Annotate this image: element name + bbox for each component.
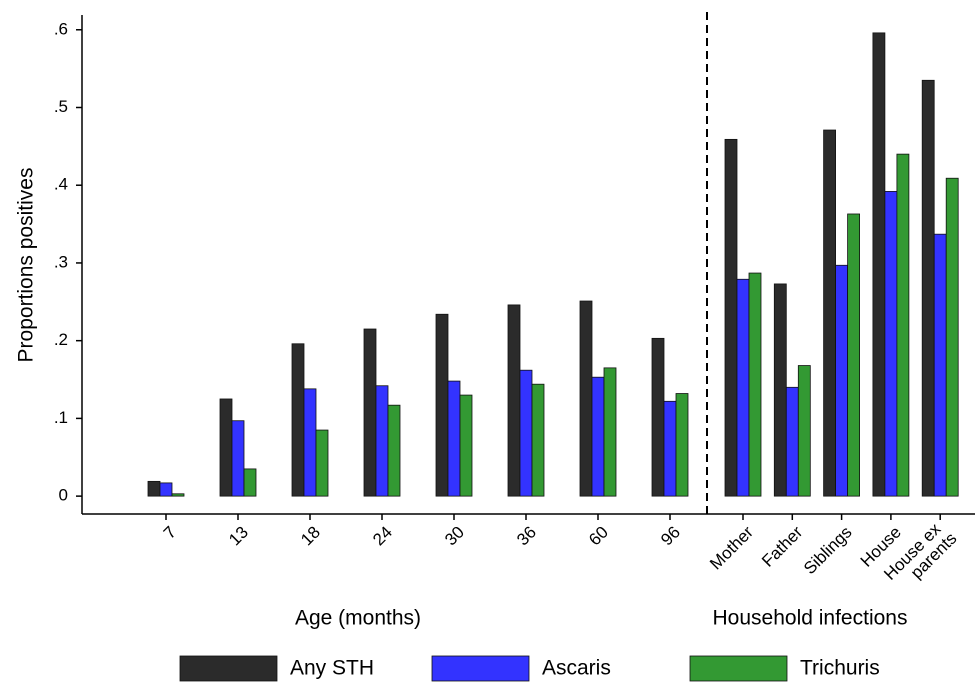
- bar: [651, 337, 665, 497]
- y-tick-label: .1: [54, 408, 68, 427]
- bar: [945, 177, 959, 497]
- bar: [823, 129, 836, 497]
- y-axis-title: Proportions positives: [15, 168, 38, 363]
- bar: [872, 32, 886, 497]
- bar: [835, 264, 848, 497]
- bar: [303, 388, 317, 497]
- x-tick-label: Mother: [706, 522, 757, 573]
- bar: [363, 328, 377, 497]
- bar: [459, 394, 473, 497]
- y-tick-label: .3: [54, 252, 68, 271]
- x-tick-label: Siblings: [800, 523, 856, 579]
- bar: [896, 153, 910, 497]
- bar: [933, 233, 947, 497]
- legend-swatch: [689, 655, 788, 682]
- bar: [231, 420, 245, 497]
- bar: [591, 376, 605, 497]
- bar: [675, 393, 689, 497]
- legend-swatch: [431, 655, 530, 682]
- x-tick-label: 36: [513, 523, 540, 550]
- bar: [884, 191, 898, 497]
- x-tick-label: 24: [369, 523, 396, 550]
- bar: [219, 398, 233, 497]
- bar: [291, 343, 305, 497]
- bar: [447, 380, 461, 497]
- bar: [243, 468, 257, 497]
- y-tick-label: .4: [54, 175, 68, 194]
- bar: [375, 385, 389, 497]
- bar: [663, 400, 677, 497]
- bar: [736, 278, 750, 497]
- bar: [507, 304, 521, 497]
- bar: [147, 480, 161, 497]
- bar: [435, 313, 449, 497]
- y-tick-label: .6: [54, 19, 68, 38]
- bar: [531, 383, 545, 497]
- y-tick-label: .5: [54, 97, 68, 116]
- bar: [171, 493, 185, 497]
- bar: [315, 429, 329, 497]
- group-label: Household infections: [713, 607, 908, 630]
- x-tick-label: Father: [758, 522, 806, 570]
- x-tick-label: 96: [657, 523, 684, 550]
- y-tick-label: 0: [59, 486, 68, 505]
- bar: [921, 79, 935, 497]
- x-tick-label: 60: [585, 523, 612, 550]
- bar: [387, 404, 401, 497]
- x-tick-label: 18: [297, 523, 324, 550]
- x-tick-label: 13: [225, 523, 252, 550]
- legend-swatch: [179, 655, 278, 682]
- bar: [748, 272, 762, 497]
- x-tick-label: 30: [441, 523, 468, 550]
- bar: [519, 369, 533, 497]
- bar: [785, 386, 799, 497]
- bar: [724, 138, 738, 497]
- y-tick-label: .2: [54, 330, 68, 349]
- bar: [847, 213, 860, 497]
- bar: [797, 365, 811, 497]
- legend-label: Any STH: [290, 657, 374, 680]
- bar: [579, 300, 593, 497]
- bar: [773, 283, 787, 497]
- x-tick-label: 7: [160, 523, 180, 543]
- group-label: Age (months): [295, 607, 421, 630]
- bar: [159, 482, 173, 497]
- bar: [603, 367, 617, 497]
- legend-label: Trichuris: [800, 657, 880, 680]
- legend-label: Ascaris: [542, 657, 611, 680]
